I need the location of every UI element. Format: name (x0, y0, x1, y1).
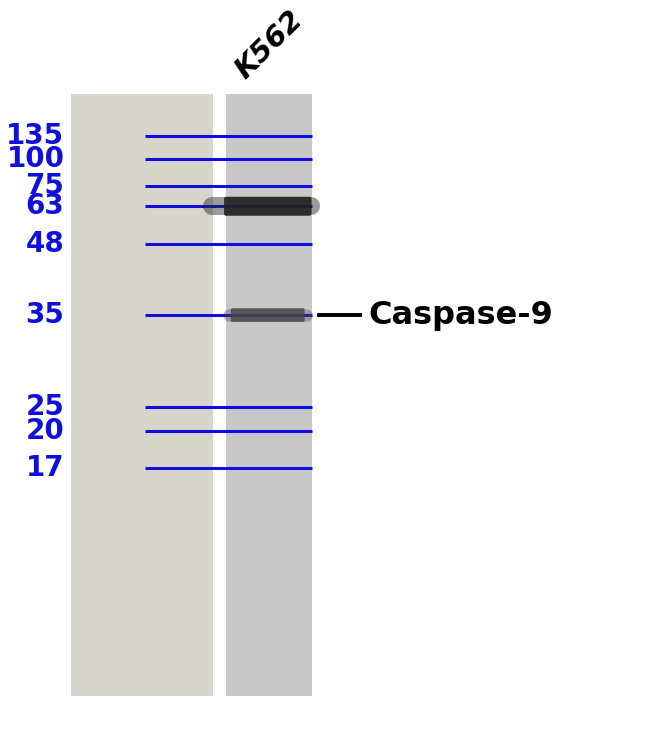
Text: 17: 17 (26, 454, 64, 482)
Text: 135: 135 (6, 122, 64, 150)
Text: K562: K562 (229, 5, 308, 84)
Text: 48: 48 (26, 229, 64, 258)
Text: 63: 63 (26, 192, 64, 221)
Bar (226, 94, 313, 696)
Text: 100: 100 (6, 144, 64, 173)
Bar (71, 94, 213, 696)
Text: 75: 75 (25, 172, 64, 200)
Text: 35: 35 (25, 301, 64, 329)
Text: Caspase-9: Caspase-9 (368, 300, 553, 331)
Text: 25: 25 (25, 393, 64, 421)
FancyBboxPatch shape (231, 308, 305, 322)
FancyBboxPatch shape (224, 196, 311, 216)
Text: 20: 20 (26, 416, 64, 444)
